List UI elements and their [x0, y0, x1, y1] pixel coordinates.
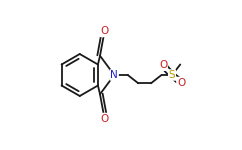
Text: O: O	[100, 114, 109, 123]
Text: O: O	[159, 60, 167, 70]
Text: O: O	[100, 27, 109, 36]
Text: N: N	[110, 70, 118, 80]
Text: O: O	[177, 78, 185, 87]
Text: S: S	[169, 70, 175, 80]
